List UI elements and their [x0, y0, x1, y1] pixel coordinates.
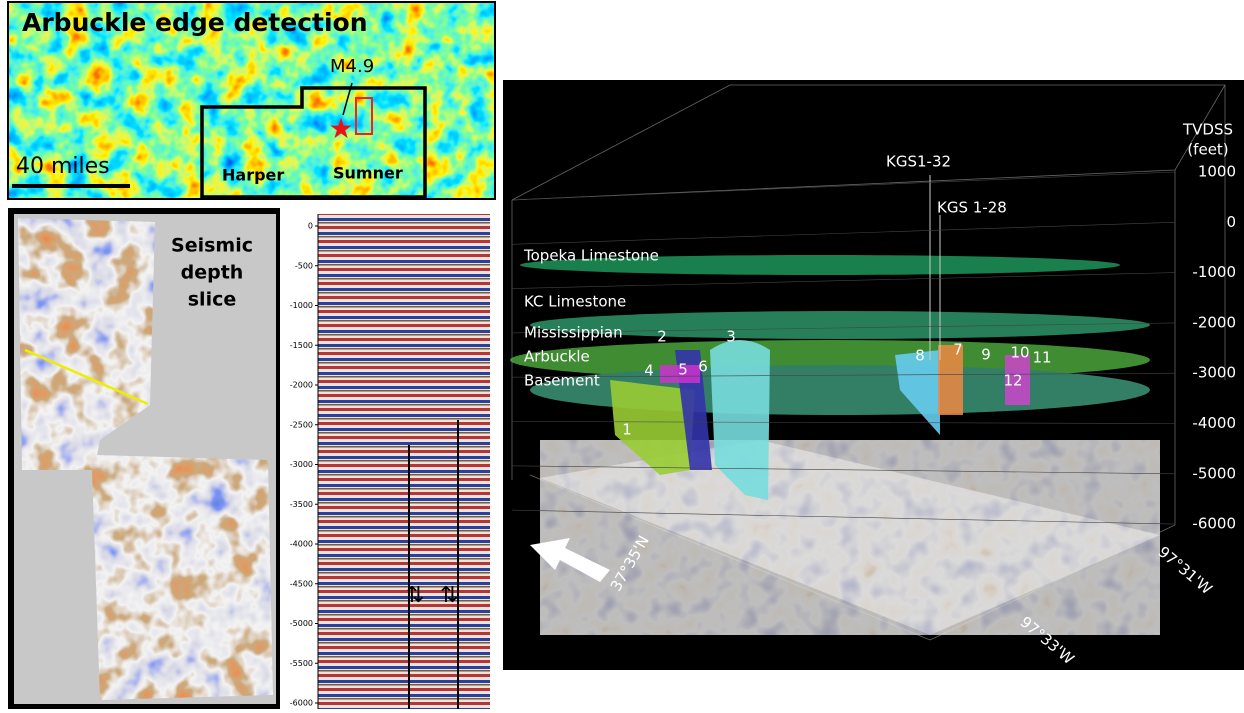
fault-label: 3 — [726, 328, 736, 346]
edge-map: ★ Arbuckle edge detection M4.9 40 miles … — [7, 1, 496, 200]
county-label: Harper — [222, 166, 284, 185]
depth-tick-label: -5500 — [290, 659, 313, 668]
fault-label: 9 — [981, 346, 991, 364]
fault-label: 12 — [1003, 372, 1022, 390]
grid-line — [511, 372, 1176, 378]
map-image — [8, 2, 495, 199]
depth-tick-label: -500 — [295, 261, 313, 270]
depth-tick-label: -6000 — [290, 699, 313, 708]
section-image — [318, 214, 490, 709]
depth-tick-label: -4000 — [290, 540, 313, 549]
county-label: Sumner — [333, 164, 403, 183]
grid-line — [511, 465, 1176, 475]
fault-label: 5 — [678, 361, 688, 379]
depth-tick-label: -2500 — [290, 420, 313, 429]
depth-tick-label: -4500 — [290, 579, 313, 588]
depth-tick-label: -6000 — [1192, 515, 1236, 533]
grid-line — [511, 421, 1176, 424]
depth-tick-label: -1000 — [290, 301, 313, 310]
depth-tick-label: -2000 — [290, 381, 313, 390]
epicenter-star: ★ — [328, 112, 353, 145]
axis-title: (feet) — [1187, 141, 1228, 159]
depth-tick-label: -1500 — [290, 341, 313, 350]
depth-tick-label: 1000 — [1198, 163, 1236, 181]
depth-tick-label: -3000 — [1192, 364, 1236, 382]
slice-title: Seismic — [171, 235, 253, 257]
grid-line — [511, 322, 1176, 334]
seismic-section: ⇅ ⇅ 0 -500 -1000 -1500 -2000 -2500 -3000 -3500 -4… — [290, 214, 490, 709]
depth-tick-label: -4000 — [1192, 414, 1236, 432]
depth-tick-label: 0 — [1226, 213, 1236, 231]
slice-title: slice — [188, 289, 236, 311]
depth-tick-label: -1000 — [1192, 263, 1236, 281]
grid-line — [511, 171, 1176, 201]
horizon-label: Arbuckle — [524, 348, 590, 366]
depth-tick-label: 0 — [308, 222, 313, 231]
well-label: KGS 1-28 — [937, 199, 1007, 217]
slice-title: depth — [181, 262, 244, 284]
fault-label: 1 — [622, 421, 632, 439]
svg-text:⇅: ⇅ — [406, 583, 424, 608]
scale-label: 40 miles — [16, 154, 110, 179]
well-label: KGS1-32 — [886, 153, 951, 171]
depth-tick-label: -5000 — [1192, 464, 1236, 482]
horizon-label: KC Limestone — [524, 293, 626, 311]
horizon-label: Basement — [524, 372, 600, 390]
fault-label: 6 — [698, 358, 708, 376]
horizon-label: Mississippian — [524, 324, 623, 342]
map-title: Arbuckle edge detection — [22, 8, 368, 37]
depth-tick-label: -3500 — [290, 500, 313, 509]
depth-tick-label: -5000 — [290, 619, 313, 628]
fault-label: 4 — [644, 362, 654, 380]
depth-slice: Seismic depth slice — [8, 208, 280, 709]
floor-slice — [540, 440, 1160, 635]
grid-line — [511, 509, 1176, 525]
depth-tick-label: -2000 — [1192, 313, 1236, 331]
fault-label: 2 — [657, 328, 667, 346]
grid-line — [511, 222, 1176, 245]
horizon-label: Topeka Limestone — [523, 247, 659, 265]
fault-label: 11 — [1032, 349, 1051, 367]
volume-3d: TVDSS (feet) KGS1-32 KGS 1-28 37°35'N 97… — [503, 80, 1244, 670]
axis-title: TVDSS — [1182, 121, 1233, 139]
depth-tick-label: -3000 — [290, 460, 313, 469]
fault-label: 10 — [1010, 344, 1029, 362]
fault-label: 8 — [915, 347, 925, 365]
event-label: M4.9 — [330, 56, 374, 77]
fault-label: 7 — [953, 341, 963, 359]
grid-line — [511, 272, 1176, 289]
svg-text:⇅: ⇅ — [440, 583, 458, 608]
